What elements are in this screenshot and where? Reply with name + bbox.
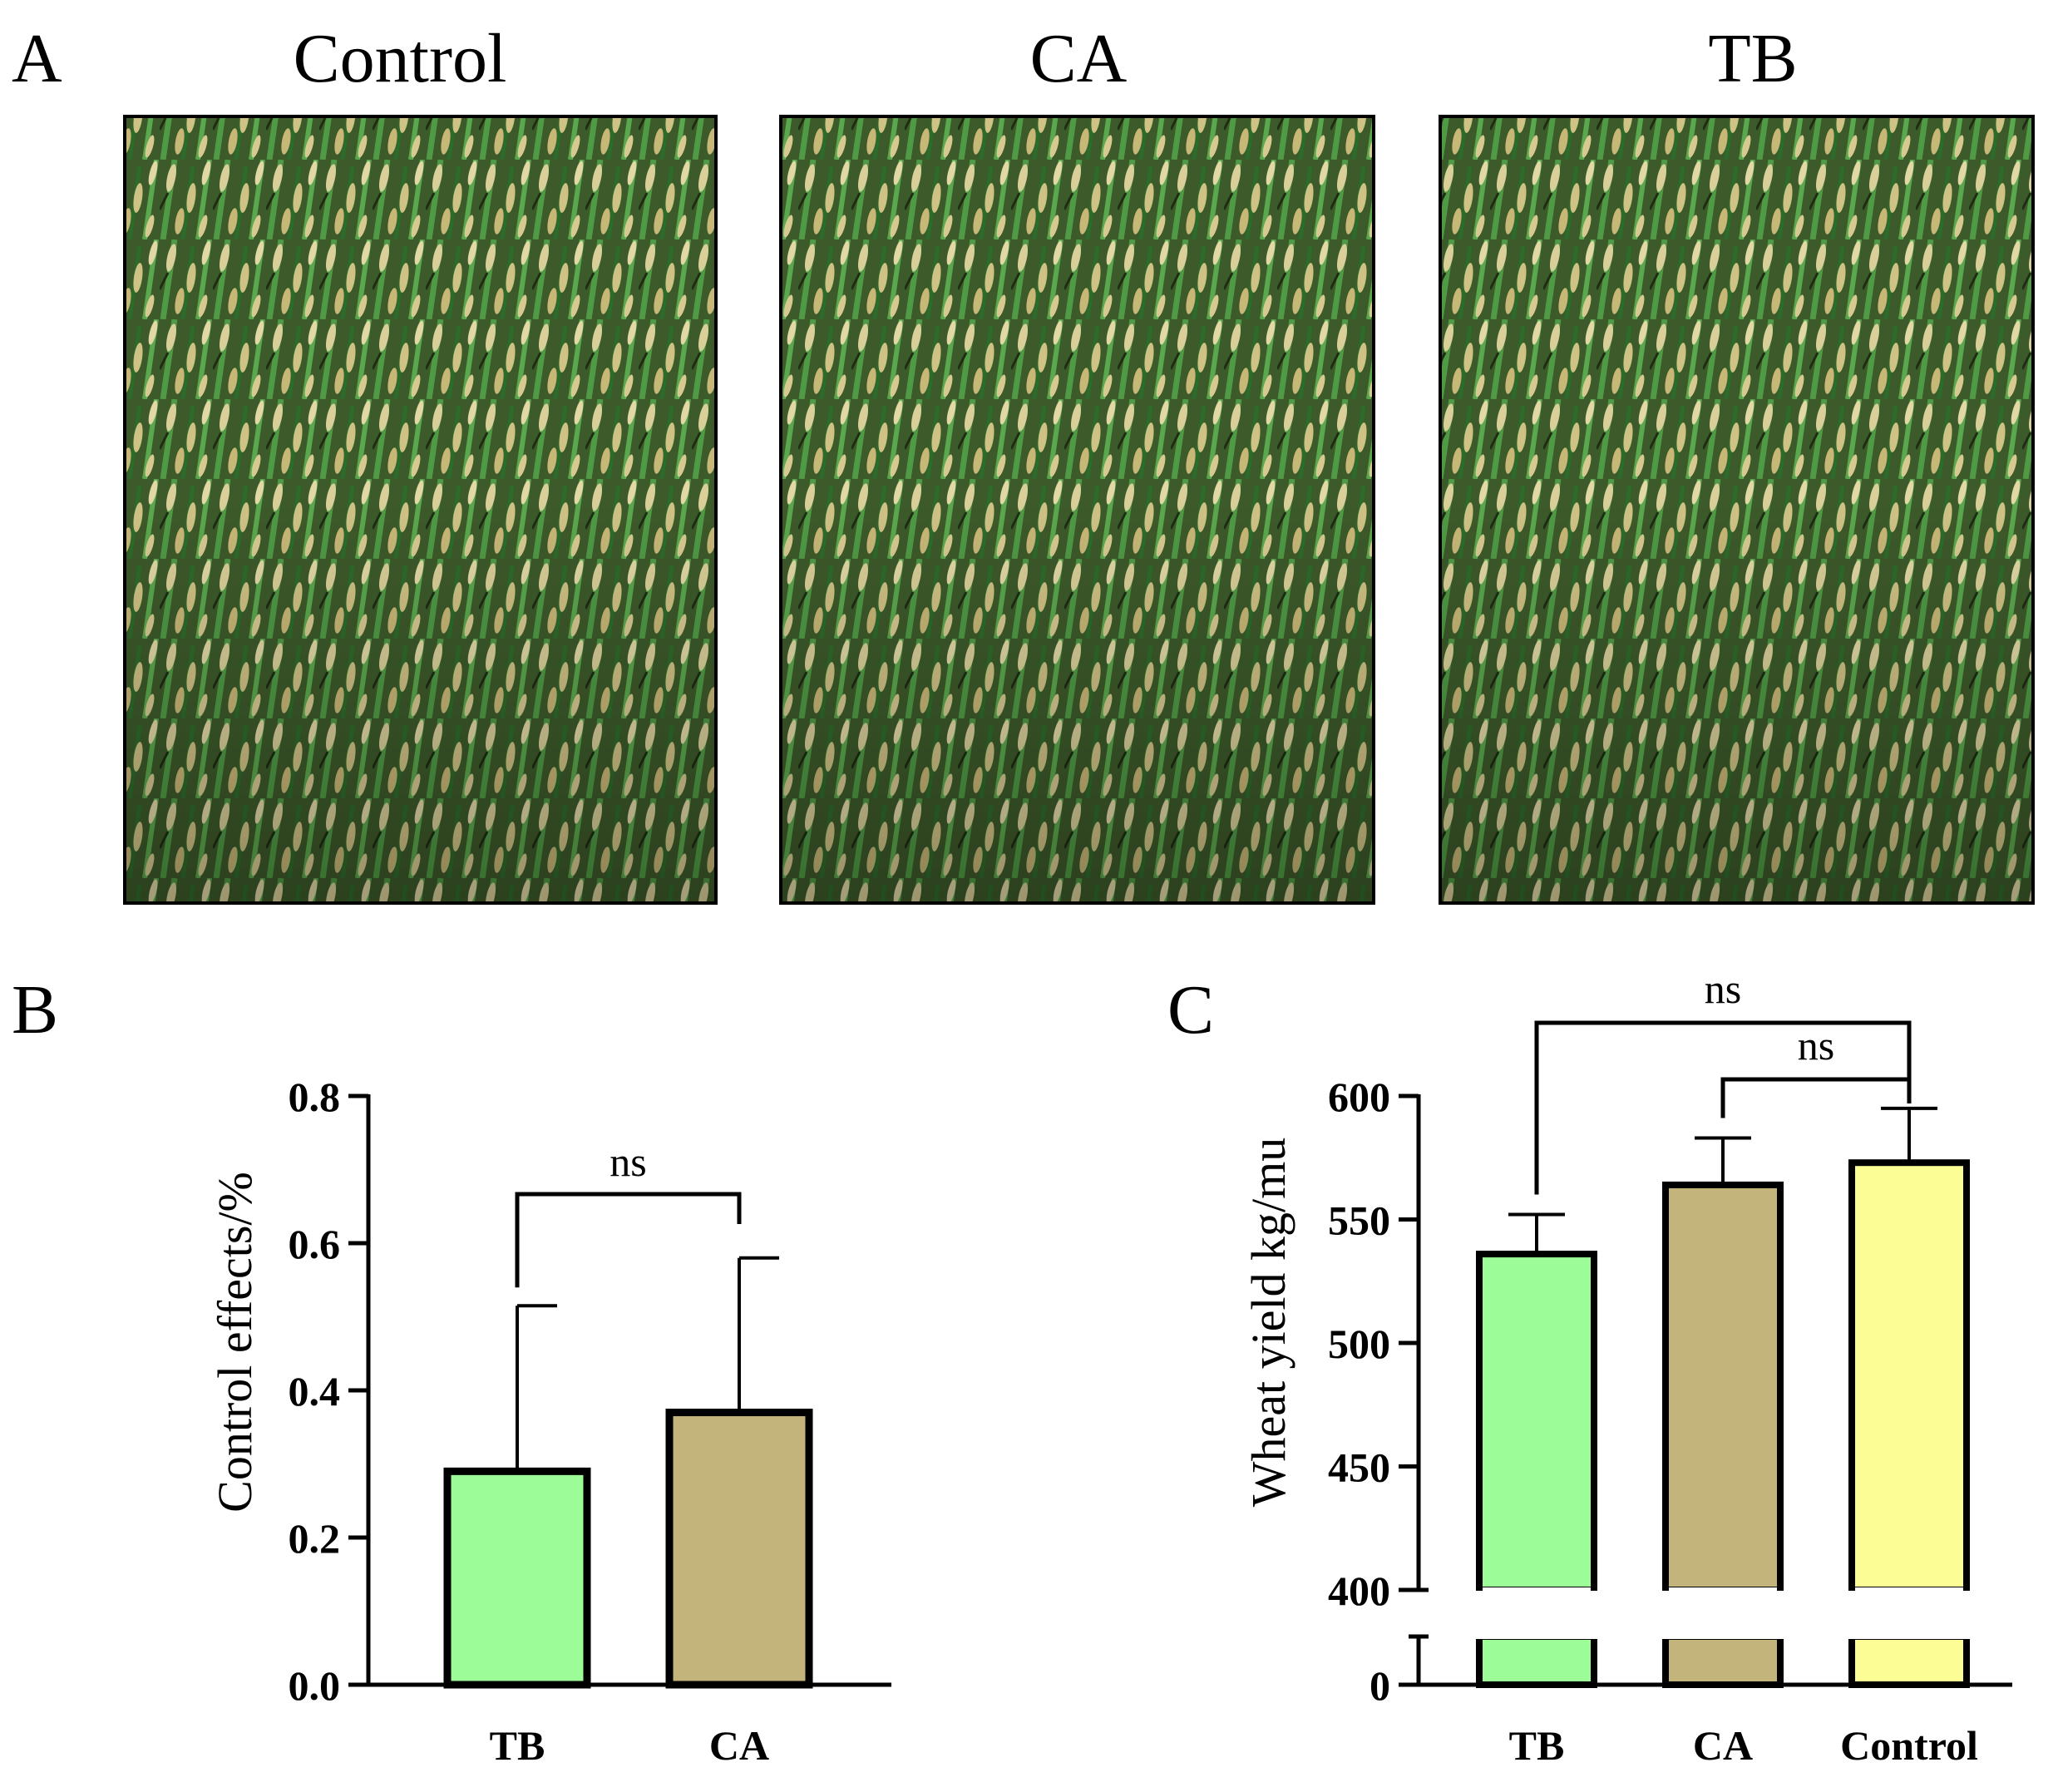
- panel-b-y-tick-label: 0.0: [289, 1662, 341, 1709]
- panel-b-bar-tb: [443, 1467, 591, 1689]
- panel-c-bar-break-gap-lower: [1474, 1632, 1599, 1639]
- panel-b-significance-bracket: [515, 1192, 742, 1288]
- panel-b-marks: TB CA ns: [443, 1138, 813, 1769]
- panel-c-y-tick-label: 600: [1328, 1074, 1390, 1120]
- photo-label-ca: CA: [1030, 20, 1128, 97]
- panel-c-x-tick-label-tb: TB: [1509, 1722, 1565, 1769]
- panel-b-y-tick-label: 0.2: [289, 1515, 341, 1562]
- panel-c-bar-upper-control: [1848, 1159, 1970, 1593]
- panel-c-letter: C: [1167, 971, 1214, 1049]
- panel-c-bar-break-gap-lower: [1847, 1632, 1972, 1639]
- panel-c-bar-break-gap-lower: [1661, 1632, 1785, 1639]
- wheat-field-photo-ca: [779, 115, 1375, 905]
- panel-c-significance-bracket: [1534, 1020, 1912, 1195]
- panel-b-y-tick-label: 0.4: [289, 1368, 341, 1414]
- panel-b-letter: B: [12, 971, 58, 1049]
- panel-b-bar-ca: [665, 1409, 813, 1689]
- photo-label-tb: TB: [1708, 20, 1797, 97]
- panel-c-significance-label: ns: [1705, 965, 1741, 1012]
- panel-c-axes: 0 400 450 500 550 600: [1328, 1074, 2012, 1709]
- panel-b-y-tick-label: 0.6: [289, 1221, 341, 1267]
- panel-c-bar-break-gap-upper: [1474, 1587, 1599, 1594]
- panel-c-x-tick-label-control: Control: [1840, 1722, 1978, 1769]
- panel-b-ylabel: Control effects/%: [208, 1172, 262, 1513]
- panel-c-bar-upper-ca: [1662, 1181, 1784, 1594]
- panel-b-axes: 0.0 0.2 0.4 0.6 0.8: [289, 1074, 891, 1709]
- wheat-field-photo-control: [123, 115, 718, 905]
- panel-a-letter: A: [12, 20, 62, 97]
- panel-b-chart: B Control effects/% 0.0 0.2 0.4 0.6 0.8 TB CA…: [12, 971, 891, 1769]
- panel-c-significance-label: ns: [1798, 1022, 1834, 1069]
- panel-c-y-tick-label: 450: [1328, 1444, 1390, 1491]
- panel-c-bar-upper-tb: [1476, 1251, 1597, 1593]
- panel-c-x-tick-label-ca: CA: [1693, 1722, 1753, 1769]
- panel-c-significance-bracket: [1720, 1077, 1912, 1118]
- photo-label-control: Control: [294, 20, 507, 97]
- panel-b-significance-label: ns: [610, 1138, 646, 1185]
- panel-a: A Control CA TB: [12, 20, 2035, 905]
- panel-c-bar-lower-tb: [1476, 1633, 1597, 1688]
- panel-c-y-tick-label: 400: [1328, 1567, 1390, 1614]
- panel-c-chart: C Wheat yield kg/mu 0 400 450 500 550 600 TB C…: [1167, 965, 2012, 1769]
- panel-c-marks: TB CA Control ns ns: [1474, 965, 1978, 1769]
- panel-c-bar-lower-ca: [1662, 1633, 1784, 1688]
- panel-c-y-tick-label: 550: [1328, 1197, 1390, 1244]
- panel-c-bar-break-gap-upper: [1847, 1587, 1972, 1594]
- panel-c-ylabel: Wheat yield kg/mu: [1241, 1138, 1296, 1508]
- wheat-field-photo-tb: [1439, 115, 2035, 905]
- panel-b-x-tick-label-tb: TB: [490, 1722, 545, 1769]
- panel-c-y-tick-label: 500: [1328, 1321, 1390, 1367]
- panel-c-y-tick-label: 0: [1370, 1662, 1390, 1709]
- panel-b-x-tick-label-ca: CA: [709, 1722, 769, 1769]
- panel-c-bar-lower-control: [1848, 1633, 1970, 1688]
- panel-c-bar-break-gap-upper: [1661, 1587, 1785, 1594]
- panel-b-y-tick-label: 0.8: [289, 1074, 341, 1120]
